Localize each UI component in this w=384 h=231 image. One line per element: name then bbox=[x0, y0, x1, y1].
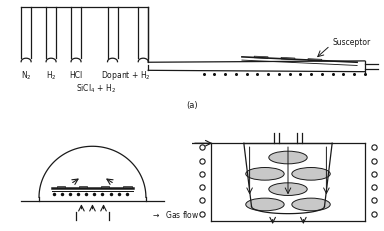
Bar bbox=[101, 186, 109, 188]
Text: N$_2$: N$_2$ bbox=[21, 69, 31, 81]
Text: SiCl$_4$ + H$_2$: SiCl$_4$ + H$_2$ bbox=[76, 82, 116, 94]
Bar bbox=[79, 186, 87, 188]
Ellipse shape bbox=[246, 168, 284, 180]
Polygon shape bbox=[254, 57, 268, 59]
Ellipse shape bbox=[246, 198, 284, 211]
Polygon shape bbox=[308, 59, 322, 62]
Ellipse shape bbox=[292, 168, 330, 180]
Text: (a): (a) bbox=[186, 100, 198, 109]
Text: Susceptor: Susceptor bbox=[332, 37, 371, 46]
Polygon shape bbox=[281, 58, 295, 60]
Text: $\rightarrow$  Gas flow: $\rightarrow$ Gas flow bbox=[151, 208, 200, 219]
Bar bbox=[123, 186, 132, 188]
Ellipse shape bbox=[269, 152, 307, 164]
Text: Dopant + H$_2$: Dopant + H$_2$ bbox=[101, 69, 151, 82]
Text: H$_2$: H$_2$ bbox=[46, 69, 56, 81]
Bar bbox=[57, 186, 65, 188]
Ellipse shape bbox=[269, 183, 307, 196]
Text: HCl: HCl bbox=[70, 71, 83, 80]
Ellipse shape bbox=[292, 198, 330, 211]
